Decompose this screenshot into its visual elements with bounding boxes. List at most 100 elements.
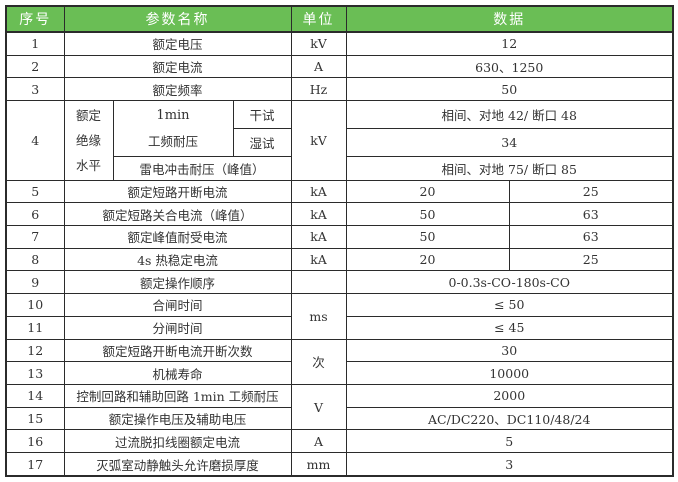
row15-data: AC/DC220、DC110/48/24 (345, 406, 674, 431)
row8-no: 8 (5, 247, 65, 272)
row11-data: ≤ 45 (345, 315, 674, 340)
row4-unit: kV (290, 100, 347, 181)
row12-data: 30 (345, 338, 674, 363)
row1-unit: kV (290, 31, 347, 56)
row15-param: 额定操作电压及辅助电压 (63, 406, 292, 431)
row7-data2: 63 (508, 225, 674, 249)
row7-param: 额定峰值耐受电流 (63, 225, 292, 249)
row17-no: 17 (5, 452, 65, 477)
row2-param: 额定电流 (63, 54, 292, 79)
row3-unit: Hz (290, 77, 347, 102)
table-row-12: 12 额定短路开断电流开断次数 次 30 (5, 338, 674, 385)
row7-unit: kA (290, 225, 347, 249)
row3-data: 50 (345, 77, 674, 102)
header-param: 参数名称 (63, 5, 292, 33)
table-row-17: 17 灭弧室动静触头允许磨损厚度 mm 3 (5, 452, 674, 477)
table-row-4b: 湿试 34 (6, 128, 674, 157)
row3-param: 额定频率 (63, 77, 292, 102)
row7-no: 7 (5, 225, 65, 249)
row14-data: 2000 (345, 383, 674, 408)
row8-data1: 20 (345, 247, 510, 272)
row16-data: 5 (345, 429, 674, 454)
row13-param: 机械寿命 (63, 361, 292, 385)
row4-wet-data: 34 (345, 128, 674, 157)
table-row-4c: 雷电冲击耐压（峰值） 相间、对地 75/ 断口 85 (6, 155, 674, 181)
row14-unit: V (290, 383, 347, 431)
row4-wet-label: 湿试 (232, 128, 292, 157)
row7-data1: 50 (345, 225, 510, 249)
row6-no: 6 (5, 202, 65, 227)
row12-param: 额定短路开断电流开断次数 (63, 338, 292, 363)
row10-unit: ms (290, 293, 347, 340)
table-row-11: 11 分闸时间 ≤ 45 (5, 315, 674, 340)
table-row-5: 5 额定短路开断电流 kA 20 25 (5, 179, 674, 204)
header-unit: 单位 (290, 5, 347, 33)
row8-data2: 25 (508, 247, 674, 272)
table-row-16: 16 过流脱扣线圈额定电流 A 5 (5, 429, 674, 454)
row10-data: ≤ 50 (345, 293, 674, 317)
row5-data2: 25 (508, 179, 674, 204)
row4-freq-line2: 工频耐压 (147, 133, 198, 149)
row13-no: 13 (5, 361, 65, 385)
row6-data2: 63 (508, 202, 674, 227)
row6-param: 额定短路关合电流（峰值） (63, 202, 292, 227)
table-header-row: 序号 参数名称 单位 数据 (5, 5, 674, 33)
header-no: 序号 (5, 5, 65, 33)
header-data: 数据 (345, 5, 674, 33)
spec-table: 序号 参数名称 单位 数据 1 额定电压 kV 12 2 额定电流 A 630、… (5, 5, 674, 477)
row5-unit: kA (290, 179, 347, 204)
row4-no: 4 (5, 100, 65, 181)
table-row-2: 2 额定电流 A 630、1250 (5, 54, 674, 79)
row17-unit: mm (290, 452, 347, 477)
table-row-15: 15 额定操作电压及辅助电压 AC/DC220、DC110/48/24 (5, 406, 674, 431)
row16-param: 过流脱扣线圈额定电流 (63, 429, 292, 454)
table-row-14: 14 控制回路和辅助回路 1min 工频耐压 V 2000 (5, 383, 674, 431)
row13-data: 10000 (345, 361, 674, 385)
row17-param: 灭弧室动静触头允许磨损厚度 (63, 452, 292, 477)
row17-data: 3 (345, 452, 674, 477)
row11-param: 分闸时间 (63, 315, 292, 340)
row14-no: 14 (5, 383, 65, 408)
row5-no: 5 (5, 179, 65, 204)
table-row-9: 9 额定操作顺序 0-0.3s-CO-180s-CO (5, 270, 674, 295)
row2-data: 630、1250 (345, 54, 674, 79)
row4-group-line3: 水平 (75, 158, 101, 174)
row12-no: 12 (5, 338, 65, 363)
table-row-10: 10 合闸时间 ms ≤ 50 (5, 293, 674, 340)
row6-data1: 50 (345, 202, 510, 227)
row4-freq-line1: 1min (156, 108, 190, 124)
row5-data1: 20 (345, 179, 510, 204)
row9-no: 9 (5, 270, 65, 295)
row1-param: 额定电压 (63, 31, 292, 56)
row10-no: 10 (5, 293, 65, 317)
row4-group-line2: 绝缘 (75, 132, 101, 148)
table-row-6: 6 额定短路关合电流（峰值） kA 50 63 (5, 202, 674, 227)
row6-unit: kA (290, 202, 347, 227)
row4-freq-label: 1min 工频耐压 (112, 100, 234, 157)
row16-unit: A (290, 429, 347, 454)
table-row-4a: 4 额定 绝缘 水平 1min 工频耐压 干试 kV 相间、对地 42/ 断口 … (5, 100, 674, 181)
row15-no: 15 (5, 406, 65, 431)
row16-no: 16 (5, 429, 65, 454)
row12-unit: 次 (290, 338, 347, 385)
row9-data: 0-0.3s-CO-180s-CO (345, 270, 674, 295)
row2-no: 2 (5, 54, 65, 79)
row4-lightning-data: 相间、对地 75/ 断口 85 (345, 155, 674, 181)
table-row-3: 3 额定频率 Hz 50 (5, 77, 674, 102)
row4-group-label: 额定 绝缘 水平 (63, 100, 114, 181)
table-row-1: 1 额定电压 kV 12 (5, 31, 674, 56)
row8-unit: kA (290, 247, 347, 272)
row9-param: 额定操作顺序 (63, 270, 292, 295)
table-row-8: 8 4s 热稳定电流 kA 20 25 (5, 247, 674, 272)
row8-param: 4s 热稳定电流 (63, 247, 292, 272)
row1-data: 12 (345, 31, 674, 56)
row14-param: 控制回路和辅助回路 1min 工频耐压 (63, 383, 292, 408)
row4-lightning-label: 雷电冲击耐压（峰值） (112, 155, 292, 181)
row3-no: 3 (5, 77, 65, 102)
row4-group-line1: 额定 (75, 107, 101, 123)
row4-dry-data: 相间、对地 42/ 断口 48 (345, 100, 674, 130)
row5-param: 额定短路开断电流 (63, 179, 292, 204)
row2-unit: A (290, 54, 347, 79)
row10-param: 合闸时间 (63, 293, 292, 317)
row1-no: 1 (5, 31, 65, 56)
